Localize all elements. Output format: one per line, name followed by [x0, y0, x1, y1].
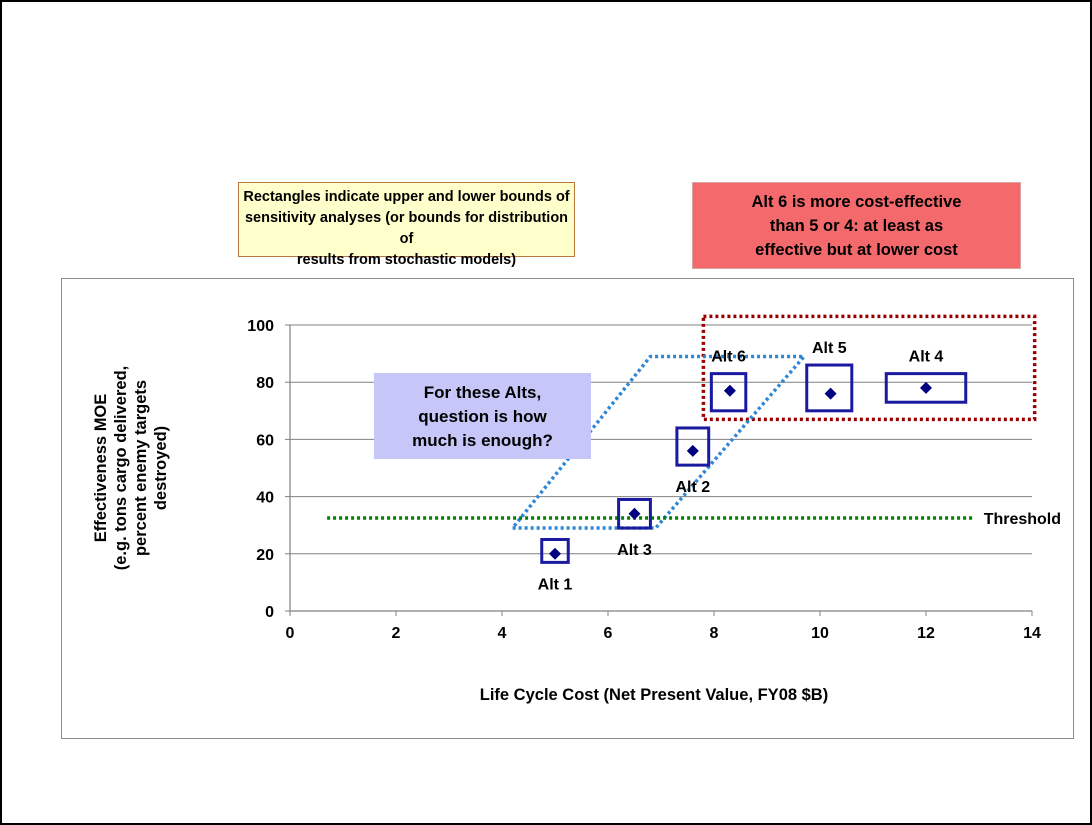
y-axis-label: Effectiveness MOE (e.g. tons cargo delive… [92, 366, 170, 570]
bounds-note-line: Rectangles indicate upper and lower boun… [243, 189, 570, 205]
data-point [920, 381, 932, 394]
point-label: Alt 3 [617, 542, 652, 559]
point-label: Alt 4 [909, 349, 944, 366]
data-point [723, 384, 736, 397]
point-label: Alt 6 [711, 349, 746, 366]
cost-effective-note-line: Alt 6 is more cost-effective [751, 193, 962, 211]
x-axis-label: Life Cycle Cost (Net Present Value, FY08… [480, 686, 828, 704]
data-point [549, 547, 561, 560]
x-tick-label: 6 [604, 625, 613, 642]
chart-frame [61, 278, 1074, 739]
y-axis-label-line: percent enemy targets [132, 380, 150, 556]
point-label: Alt 1 [538, 576, 573, 593]
y-tick-label: 60 [256, 432, 274, 449]
sensitivity-box [884, 372, 968, 404]
y-axis-label-line: Effectiveness MOE [92, 394, 110, 543]
sensitivity-box [617, 497, 652, 530]
bounds-note-line: results from stochastic models) [296, 252, 517, 268]
data-point [824, 387, 837, 400]
cost-effective-note: Alt 6 is more cost-effective than 5 or 4… [692, 182, 1021, 269]
data-point [686, 444, 699, 457]
question-callout-line: question is how [418, 407, 547, 426]
cost-effective-note-line: effective but at lower cost [755, 241, 958, 259]
x-tick-label: 0 [286, 625, 295, 642]
point-label: Alt 2 [675, 479, 710, 496]
y-axis-label-line: destroyed) [152, 426, 170, 510]
x-tick-label: 14 [1023, 625, 1041, 642]
y-tick-label: 40 [256, 490, 274, 507]
question-callout: For these Alts, question is how much is … [374, 373, 591, 459]
y-tick-label: 80 [256, 375, 274, 392]
y-tick-label: 100 [247, 318, 274, 335]
threshold-label: Threshold [984, 511, 1061, 528]
question-callout-line: For these Alts, [423, 383, 542, 402]
cost-effective-region-outline [701, 314, 1037, 422]
bounds-note: Rectangles indicate upper and lower boun… [238, 182, 575, 268]
bounds-note-line: sensitivity analyses (or bounds for dist… [244, 210, 569, 247]
sensitivity-box [805, 363, 854, 413]
x-tick-label: 2 [392, 625, 401, 642]
sensitivity-box [540, 538, 570, 564]
y-axis-label-line: (e.g. tons cargo delivered, [112, 366, 130, 570]
point-label: Alt 5 [812, 340, 847, 357]
x-tick-label: 12 [917, 625, 935, 642]
data-point [628, 507, 641, 520]
y-tick-label: 0 [265, 604, 274, 621]
sensitivity-box [709, 372, 748, 413]
y-tick-label: 20 [256, 547, 274, 564]
sensitivity-box [675, 426, 711, 467]
x-tick-label: 8 [710, 625, 719, 642]
x-tick-label: 4 [498, 625, 507, 642]
cost-effective-note-line: than 5 or 4: at least as [769, 217, 944, 235]
x-tick-label: 10 [811, 625, 829, 642]
question-callout-line: much is enough? [412, 431, 553, 450]
